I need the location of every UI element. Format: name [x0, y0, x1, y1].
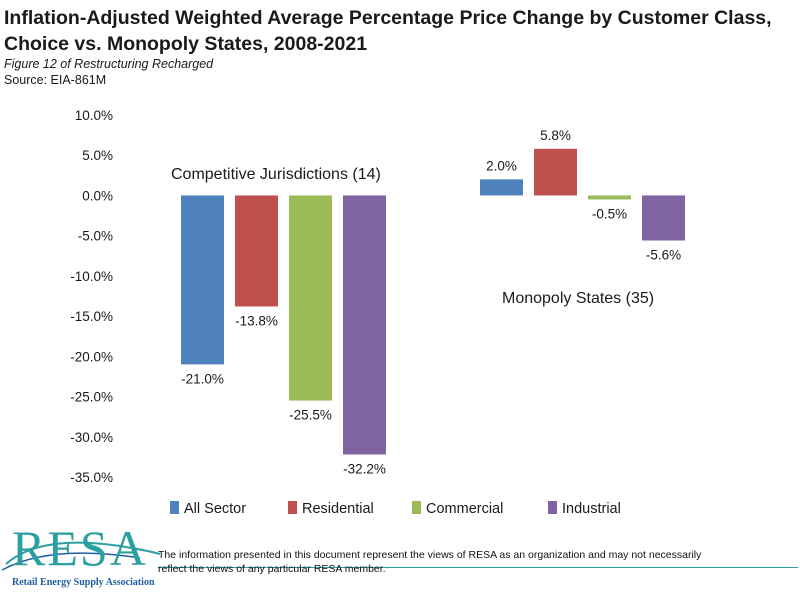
disclaimer-text: The information presented in this docume… — [158, 549, 702, 575]
data-label: -0.5% — [592, 206, 627, 221]
legend-label: Commercial — [426, 501, 503, 517]
data-label: -21.0% — [181, 371, 224, 386]
y-tick-label: 10.0% — [75, 108, 113, 123]
legend-label: Residential — [302, 501, 374, 517]
source-note: Source: EIA-861M — [4, 73, 107, 87]
chart-title: Inflation-Adjusted Weighted Average Perc… — [4, 7, 772, 55]
data-label: -32.2% — [343, 461, 386, 476]
group-label-competitive: Competitive Jurisdictions (14) — [171, 166, 381, 183]
bar — [480, 179, 523, 196]
data-label: 5.8% — [540, 128, 571, 143]
bar-chart: 10.0% 5.0% 0.0% -5.0% -10.0% -15.0% -20.0% -25.… — [70, 108, 685, 517]
data-label: -13.8% — [235, 313, 278, 328]
data-label: -25.5% — [289, 408, 332, 423]
data-label: 2.0% — [486, 158, 517, 173]
resa-logo-subtext: Retail Energy Supply Association — [12, 577, 155, 588]
y-axis: 10.0% 5.0% 0.0% -5.0% -10.0% -15.0% -20.0% -25.… — [70, 108, 113, 485]
data-label: -5.6% — [646, 247, 681, 262]
y-tick-label: -30.0% — [70, 430, 113, 445]
y-tick-label: 0.0% — [82, 188, 113, 203]
legend-label: All Sector — [184, 501, 246, 517]
legend-label: Industrial — [562, 501, 621, 517]
y-tick-label: -5.0% — [78, 229, 113, 244]
bar — [343, 195, 386, 455]
legend: All Sector Residential Commercial Industria… — [170, 501, 621, 517]
group-label-monopoly: Monopoly States (35) — [502, 290, 655, 307]
y-tick-label: 5.0% — [82, 148, 113, 163]
resa-logo-swoosh-icon — [1, 541, 160, 571]
bar — [289, 195, 332, 401]
resa-logo: RESA — [12, 520, 148, 576]
bar — [181, 195, 224, 365]
y-tick-label: -35.0% — [70, 470, 113, 485]
bar — [588, 195, 631, 200]
y-tick-label: -15.0% — [70, 309, 113, 324]
legend-swatch — [412, 501, 421, 514]
bar — [534, 148, 577, 196]
data-labels: -21.0% -13.8% -25.5% -32.2% 2.0% 5.8% -0.5% -5.… — [181, 128, 681, 477]
legend-swatch — [548, 501, 557, 514]
bars — [181, 148, 685, 455]
y-tick-label: -20.0% — [70, 349, 113, 364]
figure-caption: Figure 12 of Restructuring Recharged — [4, 57, 214, 71]
y-tick-label: -10.0% — [70, 269, 113, 284]
y-tick-label: -25.0% — [70, 390, 113, 405]
footer-divider — [158, 567, 798, 568]
bar — [235, 195, 278, 307]
bar — [642, 195, 685, 241]
legend-swatch — [288, 501, 297, 514]
legend-swatch — [170, 501, 179, 514]
footer: RESA Retail Energy Supply Association Th… — [0, 520, 800, 600]
